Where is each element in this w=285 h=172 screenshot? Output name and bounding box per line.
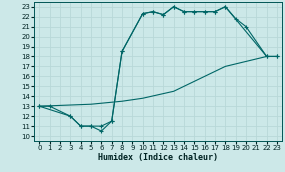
X-axis label: Humidex (Indice chaleur): Humidex (Indice chaleur) — [98, 153, 218, 162]
